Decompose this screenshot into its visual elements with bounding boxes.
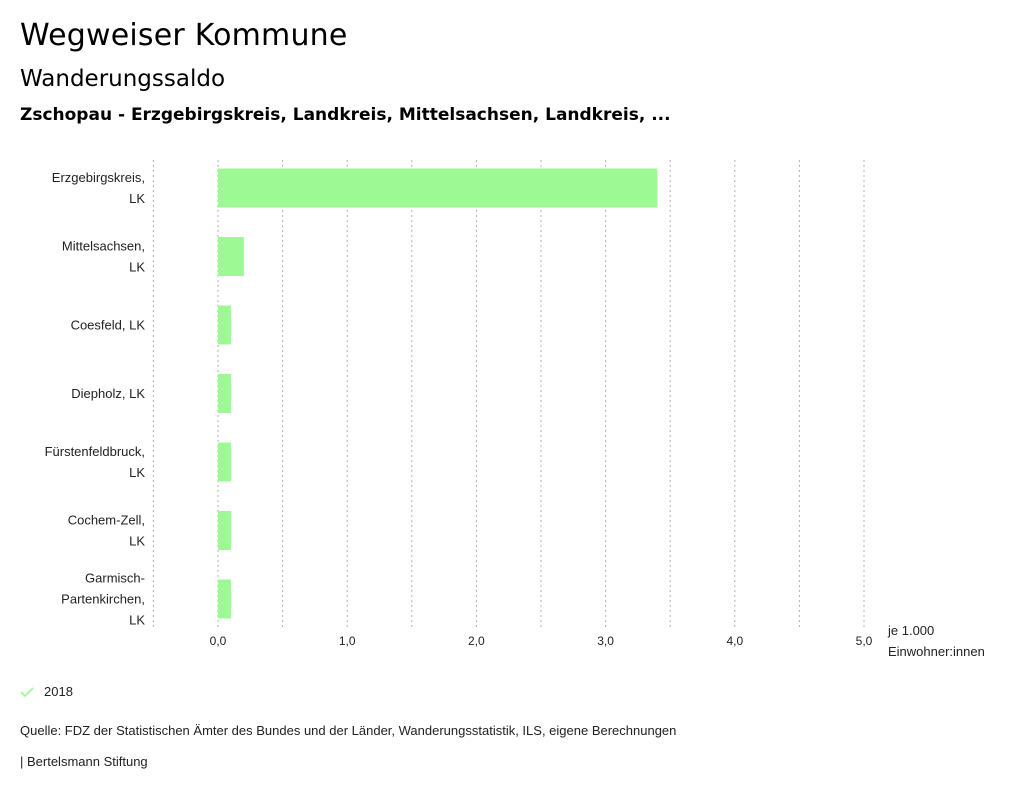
legend-label-2018: 2018 (44, 684, 73, 699)
bar[interactable] (218, 305, 231, 345)
app-title: Wegweiser Kommune (20, 18, 348, 53)
bar[interactable] (218, 374, 231, 413)
category-label: LK (129, 613, 145, 628)
category-label: Cochem-Zell, (68, 513, 145, 528)
bar[interactable] (218, 168, 658, 208)
source-note: Quelle: FDZ der Statistischen Ämter des … (20, 723, 677, 738)
x-tick-label: 1,0 (339, 634, 356, 648)
bar[interactable] (218, 579, 231, 619)
bar[interactable] (218, 442, 231, 482)
bars (218, 168, 658, 619)
category-label: LK (129, 534, 145, 549)
region-selection: Zschopau - Erzgebirgskreis, Landkreis, M… (20, 105, 671, 125)
gridlines (152, 160, 865, 628)
bar[interactable] (218, 237, 244, 276)
x-tick-label: 0,0 (210, 634, 227, 648)
bar[interactable] (218, 511, 231, 550)
category-labels: Erzgebirgskreis, LK Mittelsachsen, LK Coesfe… (45, 170, 146, 628)
category-label: LK (129, 191, 145, 206)
x-axis-unit-text: Einwohner:innen (888, 644, 985, 659)
x-tick-label: 4,0 (726, 634, 743, 648)
category-label: Erzgebirgskreis, (52, 170, 145, 185)
category-label: Partenkirchen, (61, 592, 145, 607)
category-label: Mittelsachsen, (62, 239, 145, 254)
x-axis-unit-text: je 1.000 (887, 623, 934, 638)
check-icon (20, 686, 34, 697)
x-tick-label: 5,0 (856, 634, 873, 648)
category-label: Diepholz, LK (71, 386, 145, 401)
bar-chart: Erzgebirgskreis, LK Mittelsachsen, LK Coesfe… (45, 160, 985, 659)
x-axis-unit-label: je 1.000 Einwohner:innen (887, 623, 985, 659)
x-tick-label: 3,0 (597, 634, 614, 648)
category-label: LK (129, 260, 145, 275)
credit-note: | Bertelsmann Stiftung (20, 754, 148, 769)
chart-subtitle: Wanderungssaldo (20, 66, 226, 92)
category-label: LK (129, 465, 145, 480)
legend[interactable]: 2018 (20, 684, 73, 699)
category-label: Fürstenfeldbruck, (45, 444, 145, 459)
x-tick-labels: 0,0 1,0 2,0 3,0 4,0 5,0 (210, 634, 873, 648)
category-label: Garmisch- (85, 571, 145, 586)
x-tick-label: 2,0 (468, 634, 485, 648)
category-label: Coesfeld, LK (71, 318, 146, 333)
